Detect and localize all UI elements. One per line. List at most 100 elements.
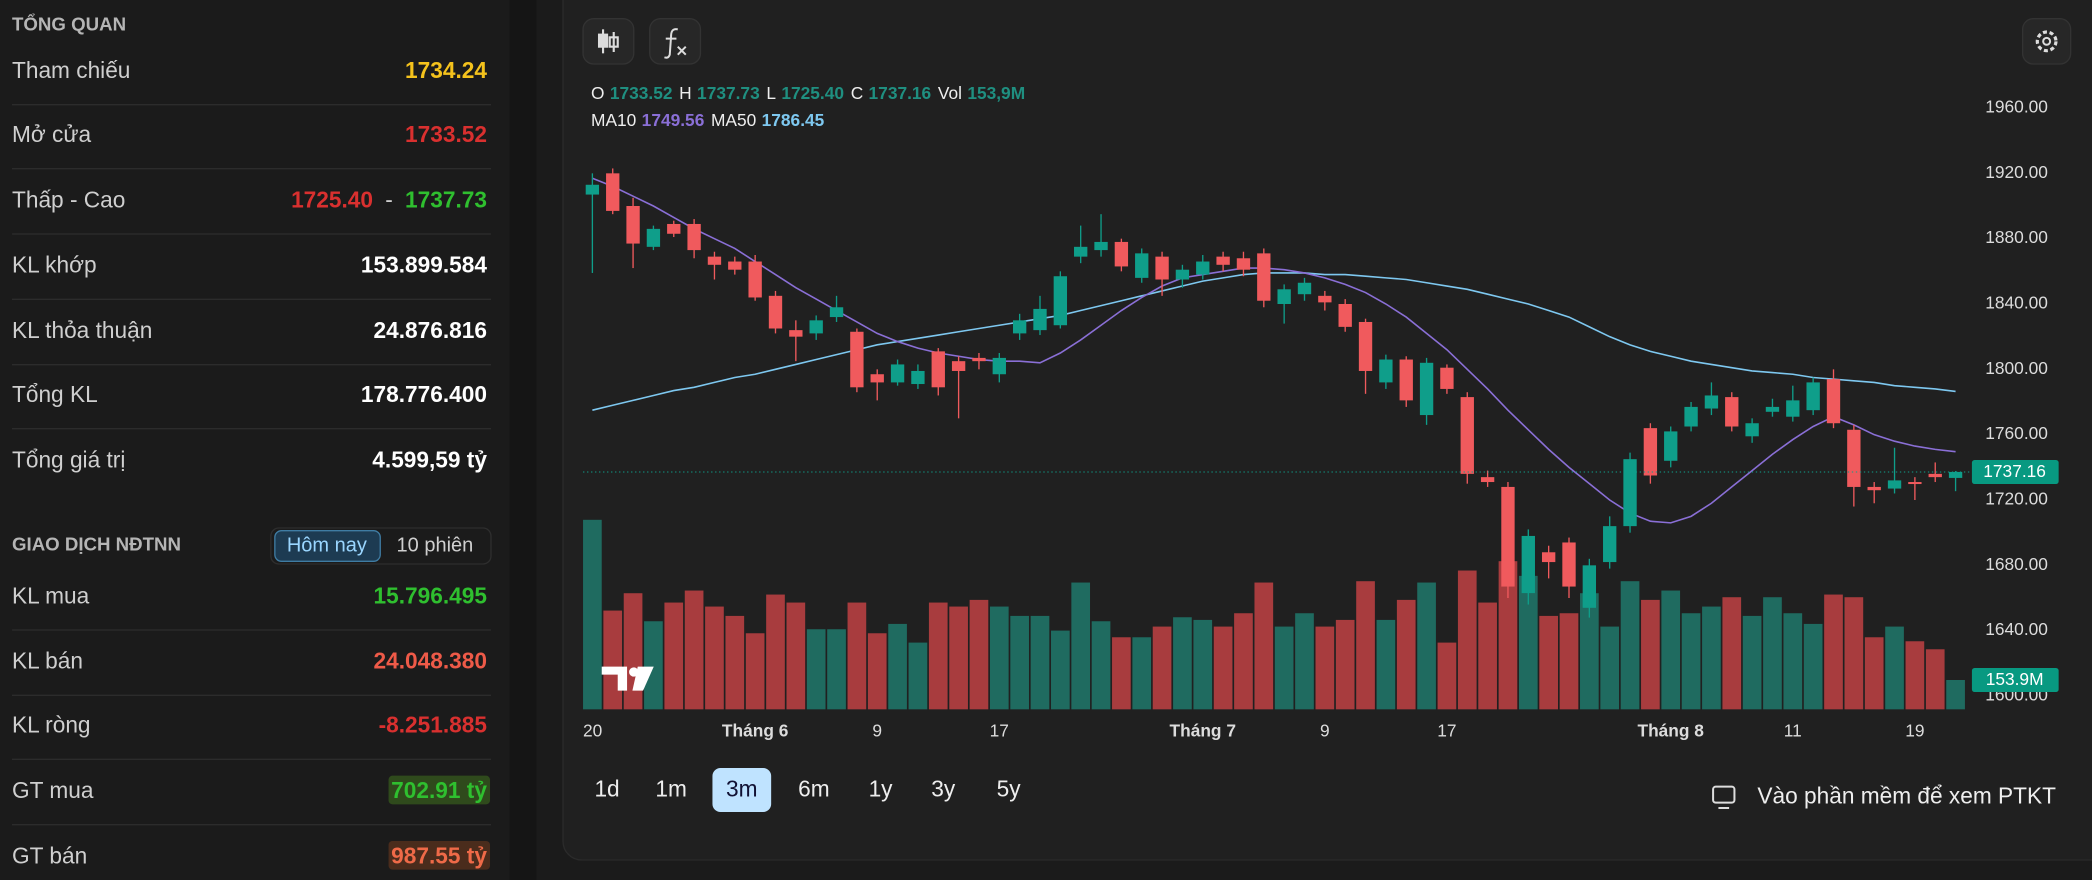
candle-body	[890, 364, 905, 383]
y-tick-label: 1800.00	[1985, 358, 2048, 378]
watermark	[601, 666, 654, 691]
candle-body	[1725, 397, 1739, 427]
volume-bar	[1030, 615, 1050, 710]
volume-bar	[644, 621, 663, 710]
candle-body	[972, 357, 986, 362]
volume-tag: 153.9M	[1986, 669, 2044, 689]
candle-body	[1745, 423, 1759, 437]
volume-bar	[1803, 623, 1823, 710]
candle-body	[1908, 482, 1922, 485]
range-button[interactable]: 6m	[798, 776, 829, 802]
high-value: 1737.73	[405, 186, 487, 212]
chart-type-button[interactable]	[582, 17, 635, 65]
logo-v	[632, 666, 654, 691]
candle-body	[951, 361, 966, 371]
volume-bar	[1457, 570, 1477, 710]
row-value: 24.876.816	[374, 317, 487, 343]
volume-bar	[847, 602, 867, 710]
candle-body	[768, 295, 783, 329]
volume-bar	[1844, 597, 1864, 710]
settings-button[interactable]	[2021, 17, 2072, 65]
x-tick-label: 20	[583, 721, 602, 741]
range-button[interactable]: 1m	[655, 776, 686, 802]
range-button[interactable]: 5y	[997, 776, 1022, 802]
volume-bar	[1356, 581, 1375, 710]
candle-body	[1338, 304, 1352, 327]
volume-bar	[1010, 615, 1029, 710]
candle-body	[707, 256, 722, 265]
range-separator: -	[385, 186, 393, 212]
candle-body	[1033, 308, 1047, 331]
volume-tag-bg	[1971, 667, 2059, 692]
volume-bar	[583, 519, 602, 710]
x-tick-label: Tháng 7	[1170, 721, 1236, 741]
candle-body	[1257, 253, 1271, 301]
volume-bar	[1824, 594, 1843, 710]
candle-body	[1704, 395, 1719, 409]
candle-body	[585, 184, 600, 195]
volume-bar	[888, 623, 907, 710]
row-value: 24.048.380	[374, 648, 487, 674]
candle-body	[1196, 261, 1210, 275]
candle-body	[1480, 477, 1495, 483]
candle-body	[1399, 359, 1413, 401]
legend-key: MA50	[711, 110, 756, 130]
x-tick-label: 17	[990, 721, 1009, 741]
volume-bar	[908, 642, 928, 710]
candle-body	[1806, 382, 1820, 411]
candle-body	[1358, 321, 1373, 371]
row-label: KL bán	[12, 648, 83, 674]
volume-bar	[928, 602, 948, 710]
volume-bar	[1112, 637, 1131, 710]
candle-body	[1318, 295, 1332, 303]
legend-value: 1786.45	[762, 110, 825, 130]
candle-body	[687, 223, 701, 251]
indicator-button[interactable]	[649, 17, 702, 65]
candle-body	[1582, 565, 1597, 608]
volume-bar	[603, 610, 623, 710]
volume-bar	[1925, 649, 1945, 710]
volume-bar	[827, 629, 846, 710]
legend-key: O	[591, 83, 604, 103]
volume-bar	[1376, 619, 1396, 710]
open-software-button[interactable]: Vào phần mềm để xem PTKT	[1712, 782, 2056, 809]
price-tag: 1737.16	[1983, 461, 2046, 481]
logo-t	[601, 666, 628, 691]
volume-bar	[1498, 561, 1518, 710]
range-button[interactable]: 1y	[869, 776, 894, 802]
volume-bar	[1580, 593, 1599, 710]
volume-bar	[1437, 642, 1457, 710]
volume-bar	[1905, 641, 1925, 710]
candle-body	[1928, 473, 1942, 478]
legend-key: H	[679, 83, 692, 103]
row-label: Mở cửa	[12, 121, 92, 147]
value-highlight	[388, 775, 491, 805]
candle-body	[1684, 406, 1698, 427]
x-tick-label: 11	[1784, 721, 1802, 741]
candle-body	[1440, 367, 1454, 389]
candle-body	[1419, 362, 1434, 416]
candle-body	[606, 173, 620, 211]
x-tick-label: 9	[872, 721, 882, 741]
ma10-line	[592, 177, 1956, 524]
row-value: 1733.52	[405, 121, 487, 147]
candle-body	[748, 261, 762, 298]
range-button[interactable]: 1d	[594, 776, 619, 802]
tab[interactable]: 10 phiên	[397, 534, 474, 556]
volume-bar	[1295, 613, 1314, 710]
volume-bar	[1559, 613, 1579, 710]
candle-body	[1541, 552, 1556, 563]
value-highlight	[388, 840, 491, 870]
x-tick-label: 17	[1437, 721, 1456, 741]
candle-body	[1175, 269, 1190, 280]
range-button[interactable]: 3m	[726, 776, 757, 802]
candle-body	[1216, 256, 1230, 265]
tab[interactable]: Hôm nay	[287, 534, 367, 556]
range-button[interactable]: 3y	[931, 776, 956, 802]
row-label: Tổng giá trị	[12, 446, 125, 472]
row-value: 153.899.584	[361, 252, 487, 278]
candle-body	[1460, 397, 1474, 474]
candle-body	[809, 320, 823, 334]
x-tick-label: Tháng 6	[722, 721, 789, 741]
row-label: GT bán	[12, 842, 87, 868]
